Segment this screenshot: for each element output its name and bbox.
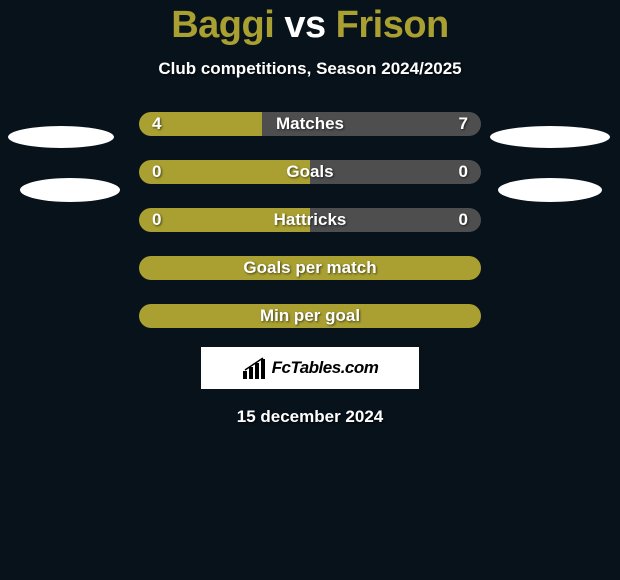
logo-text: FcTables.com	[272, 358, 379, 378]
stat-bar: Goals per match	[139, 256, 481, 280]
stat-value-left: 0	[152, 162, 161, 182]
player-left-ellipse	[8, 126, 114, 148]
title-player1: Baggi	[171, 4, 274, 46]
stat-value-left: 4	[152, 114, 161, 134]
stat-row: Hattricks0 0	[0, 207, 620, 233]
subtitle: Club competitions, Season 2024/2025	[0, 59, 620, 79]
content-wrapper: Baggi vs Frison Club competitions, Seaso…	[0, 0, 620, 580]
player-left-ellipse	[20, 178, 120, 202]
player-right-ellipse	[490, 126, 610, 148]
stat-value-right: 0	[459, 162, 468, 182]
logo-box: FcTables.com	[201, 347, 419, 389]
page-title: Baggi vs Frison	[0, 0, 620, 47]
title-vs: vs	[274, 4, 335, 46]
stat-row: Min per goal	[0, 303, 620, 329]
stat-label: Goals per match	[139, 256, 481, 280]
title-player2: Frison	[336, 4, 449, 46]
stat-label: Hattricks	[139, 208, 481, 232]
stat-bar: Min per goal	[139, 304, 481, 328]
stat-bar: Matches	[139, 112, 481, 136]
stat-bar: Goals	[139, 160, 481, 184]
stat-label: Min per goal	[139, 304, 481, 328]
bars-chart-icon	[242, 357, 268, 379]
stat-value-left: 0	[152, 210, 161, 230]
stat-value-right: 7	[459, 114, 468, 134]
stat-label: Goals	[139, 160, 481, 184]
player-right-ellipse	[498, 178, 602, 202]
stat-label: Matches	[139, 112, 481, 136]
stat-bar: Hattricks	[139, 208, 481, 232]
stat-row: Goals per match	[0, 255, 620, 281]
date-text: 15 december 2024	[0, 407, 620, 427]
stat-value-right: 0	[459, 210, 468, 230]
